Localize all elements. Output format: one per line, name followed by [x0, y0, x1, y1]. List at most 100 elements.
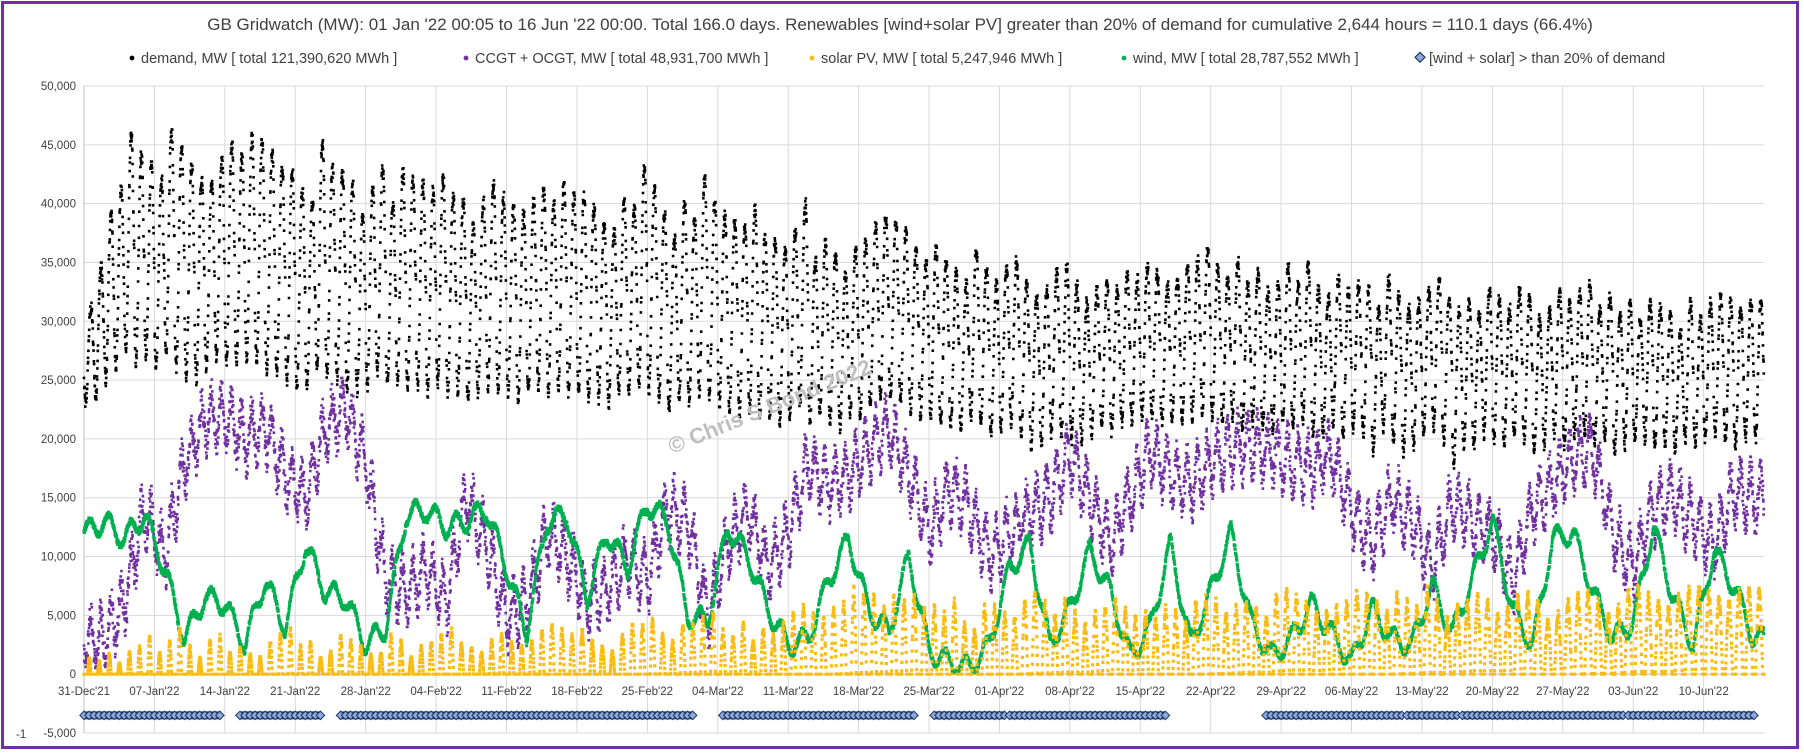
flag-diamond [863, 710, 874, 721]
flag-diamond [1668, 710, 1679, 721]
x-tick-label: 01-Apr'22 [975, 686, 1025, 698]
flag-diamond [1522, 710, 1533, 721]
series-solar-pv [82, 583, 1766, 676]
flag-diamond [1487, 710, 1498, 721]
flag-diamond [310, 710, 321, 721]
flag-diamond [380, 710, 391, 721]
flag-diamond [209, 710, 220, 721]
flag-diamond [240, 710, 250, 721]
flag-diamond [1542, 710, 1553, 721]
flag-diamond [1562, 710, 1573, 721]
flag-diamond [1346, 710, 1357, 721]
flag-diamond [1381, 710, 1392, 721]
flag-diamond [94, 710, 105, 721]
flag-diamond [360, 710, 371, 721]
flag-diamond [1603, 710, 1614, 721]
flag-diamond [677, 710, 688, 721]
flag-diamond [1356, 710, 1367, 721]
y-tick-label: 40,000 [41, 199, 76, 211]
flag-diamond [783, 710, 794, 721]
flag-diamond [1140, 710, 1151, 721]
flag-diamond [1120, 710, 1131, 721]
flag-diamond [607, 710, 618, 721]
flag-diamond [285, 710, 296, 721]
y-tick-label: 15,000 [41, 493, 76, 505]
flag-diamond [898, 710, 909, 721]
flag-diamond [637, 710, 648, 721]
flag-diamond [903, 710, 914, 721]
flag-diamond [602, 710, 613, 721]
flag-diamond [1663, 710, 1674, 721]
flag-diamond [1497, 710, 1508, 721]
flag-diamond [431, 710, 442, 721]
flag-diamond [1723, 710, 1734, 721]
flag-diamond [159, 710, 170, 721]
flag-diamond [1281, 710, 1292, 721]
flag-diamond [1115, 710, 1126, 721]
x-tick-label: 03-Jun'22 [1608, 686, 1658, 698]
x-tick-label: 22-Apr'22 [1186, 686, 1236, 698]
flag-diamond [778, 710, 789, 721]
flag-diamond [647, 710, 658, 721]
flag-diamond [179, 710, 190, 721]
flag-diamond [245, 710, 255, 721]
flag-diamond [1105, 710, 1116, 721]
flag-diamond [184, 710, 195, 721]
flag-diamond [773, 710, 784, 721]
flag-diamond [1391, 710, 1402, 721]
y-tick-label: 0 [70, 669, 76, 681]
flag-diamond [909, 710, 919, 721]
flag-diamond [1286, 710, 1297, 721]
flag-diamond [1633, 710, 1644, 721]
flag-diamond [461, 710, 472, 721]
watermark: © Chris S Bond 2022 [665, 354, 875, 458]
flag-diamond [1090, 710, 1100, 721]
flag-diamond [1080, 710, 1090, 721]
flag-diamond [657, 710, 668, 721]
flag-diamond [370, 710, 381, 721]
legend-entry: solar PV, MW [ total 5,247,946 MWh ] [821, 51, 1062, 67]
flag-diamond [848, 710, 859, 721]
x-tick-label: 13-May'22 [1395, 686, 1448, 698]
chart-title: GB Gridwatch (MW): 01 Jan '22 00:05 to 1… [207, 15, 1593, 34]
flag-diamond [1326, 710, 1337, 721]
flag-diamond [79, 710, 89, 721]
legend-entry: demand, MW [ total 121,390,620 MWh ] [141, 51, 397, 67]
flag-diamond [1075, 710, 1085, 721]
series-renewables-over-20pct [79, 710, 1759, 721]
flag-diamond [994, 710, 1005, 721]
flag-diamond [793, 710, 804, 721]
x-tick-label: 27-May'22 [1536, 686, 1589, 698]
flag-diamond [451, 710, 462, 721]
flag-diamond [617, 710, 628, 721]
flag-diamond [1623, 710, 1634, 721]
flag-diamond [516, 710, 527, 721]
flag-diamond [808, 710, 819, 721]
flag-diamond [134, 710, 145, 721]
flag-diamond [1054, 710, 1065, 721]
flag-diamond [1532, 710, 1543, 721]
flag-diamond [1004, 710, 1015, 721]
flag-diamond [612, 710, 623, 721]
flag-diamond [1643, 710, 1654, 721]
x-tick-label: 21-Jan'22 [270, 686, 320, 698]
legend: demand, MW [ total 121,390,620 MWh ] CCGT… [129, 51, 1665, 67]
flag-diamond [1100, 710, 1111, 721]
x-tick-label: 28-Jan'22 [341, 686, 391, 698]
x-tick-label: 04-Mar'22 [692, 686, 743, 698]
flag-diamond [1266, 710, 1277, 721]
x-tick-label: 06-May'22 [1325, 686, 1378, 698]
flag-diamond [486, 710, 497, 721]
flag-diamond [934, 710, 945, 721]
flag-diamond [969, 710, 980, 721]
flag-diamond [592, 710, 603, 721]
flag-diamond [300, 710, 311, 721]
flag-diamond [531, 710, 542, 721]
flag-diamond [506, 710, 517, 721]
flag-diamond [949, 710, 960, 721]
flag-diamond [1517, 710, 1528, 721]
x-tick-label: 14-Jan'22 [200, 686, 250, 698]
flag-diamond [813, 710, 824, 721]
flag-diamond [526, 710, 537, 721]
flag-diamond [858, 710, 869, 721]
